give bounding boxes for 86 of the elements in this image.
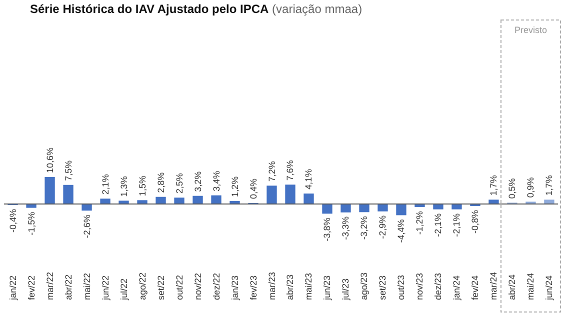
data-label: 7,5% xyxy=(63,160,74,181)
x-tick-label: out/23 xyxy=(396,274,406,300)
data-label: -0,8% xyxy=(470,210,480,234)
x-tick-label: jul/23 xyxy=(340,278,351,301)
x-tick-label: mar/23 xyxy=(266,272,277,300)
x-tick-label: jun/23 xyxy=(322,275,332,301)
data-label: 3,2% xyxy=(192,171,203,192)
x-tick-label: set/23 xyxy=(378,275,388,300)
data-label: 3,4% xyxy=(211,170,222,192)
x-tick-label: out/22 xyxy=(174,274,184,300)
data-label: -2,1% xyxy=(452,213,462,237)
data-label: -3,8% xyxy=(322,218,332,242)
x-tick-label: abr/24 xyxy=(507,274,518,300)
bar xyxy=(452,204,462,210)
x-tick-label: fev/23 xyxy=(248,275,258,300)
data-label: -2,1% xyxy=(433,213,444,237)
data-label: 2,5% xyxy=(174,173,184,194)
data-label: -3,2% xyxy=(359,216,370,240)
data-label: 4,1% xyxy=(304,169,314,190)
bar xyxy=(433,204,444,210)
x-tick-label: jan/23 xyxy=(230,275,240,301)
bar xyxy=(156,196,166,204)
x-tick-label: dez/23 xyxy=(433,272,444,300)
data-label: 1,3% xyxy=(118,176,129,197)
data-label: 1,7% xyxy=(488,175,499,196)
x-tick-label: mai/23 xyxy=(304,272,314,300)
bar xyxy=(26,204,36,208)
bar xyxy=(211,195,222,204)
data-label: 1,2% xyxy=(230,176,240,197)
x-tick-label: abr/23 xyxy=(285,274,296,300)
bar xyxy=(63,184,74,204)
data-label: 7,6% xyxy=(285,160,296,181)
data-label: 2,8% xyxy=(156,172,166,193)
data-label: 1,5% xyxy=(137,176,148,196)
bar xyxy=(44,177,55,204)
data-label: 2,1% xyxy=(100,174,110,195)
data-label: 10,6% xyxy=(44,147,55,173)
x-tick-label: dez/22 xyxy=(211,272,222,300)
data-label: -0,4% xyxy=(8,209,18,233)
x-tick-label: ago/23 xyxy=(359,272,370,300)
bar xyxy=(322,204,332,214)
x-tick-label: mar/24 xyxy=(488,272,499,300)
x-tick-label: jun/24 xyxy=(544,275,554,301)
bar xyxy=(285,184,296,204)
data-label: -1,5% xyxy=(26,212,36,236)
bar xyxy=(174,198,184,204)
chart-subtitle: (variação mmaa) xyxy=(268,2,362,16)
x-tick-label: mai/22 xyxy=(82,272,92,300)
bar xyxy=(378,204,388,212)
data-label: -2,9% xyxy=(378,215,388,239)
bar xyxy=(118,200,129,204)
data-label: -4,4% xyxy=(396,219,406,243)
bar xyxy=(340,204,351,212)
data-label: -1,2% xyxy=(414,211,425,235)
x-tick-label: mar/22 xyxy=(44,272,55,300)
x-tick-label: jun/22 xyxy=(100,275,110,301)
x-tick-label: abr/22 xyxy=(63,274,74,300)
data-label: 0,4% xyxy=(248,178,258,199)
data-label: 7,2% xyxy=(266,161,277,182)
text: Previsto xyxy=(514,25,547,35)
data-label: 0,5% xyxy=(507,178,518,199)
data-label: -2,6% xyxy=(82,214,92,238)
bar xyxy=(100,198,110,204)
x-tick-label: nov/23 xyxy=(414,272,425,300)
bar xyxy=(192,196,203,204)
bar xyxy=(544,200,554,204)
bar xyxy=(488,200,499,204)
x-tick-label: fev/22 xyxy=(26,275,36,300)
bar xyxy=(137,200,148,204)
x-tick-label: jan/24 xyxy=(452,275,462,301)
data-label: 0,9% xyxy=(526,177,536,198)
x-tick-label: ago/22 xyxy=(137,272,148,300)
x-tick-label: set/22 xyxy=(156,275,166,300)
chart-title: Série Histórica do IAV Ajustado pelo IPCA xyxy=(30,2,270,16)
bar xyxy=(359,204,370,212)
x-tick-label: fev/24 xyxy=(470,275,480,300)
x-tick-label: jan/22 xyxy=(8,275,18,301)
x-tick-label: mai/24 xyxy=(526,272,536,300)
x-tick-label: nov/22 xyxy=(192,272,203,300)
data-label: 1,7% xyxy=(544,175,554,196)
data-label: -3,3% xyxy=(340,216,351,240)
x-tick-label: jul/22 xyxy=(118,278,129,301)
bar xyxy=(266,186,277,204)
bar xyxy=(396,204,406,216)
bar xyxy=(82,204,92,211)
bar xyxy=(304,194,314,204)
